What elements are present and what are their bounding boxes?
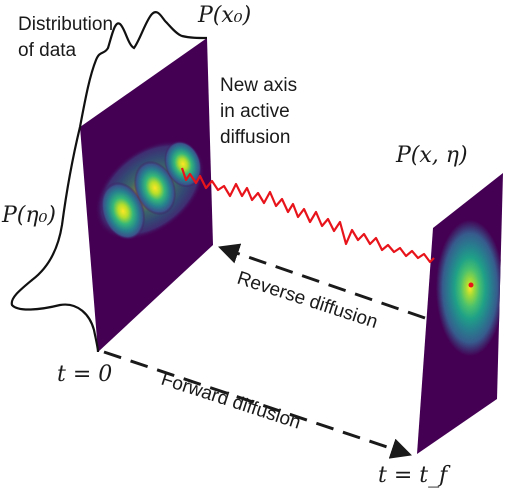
distribution-label-line1: Distribution [18,14,113,35]
new-axis-label-line2: in active [220,101,290,122]
forward-diffusion-arrow [103,350,412,459]
reverse-diffusion-arrow [218,243,426,320]
p-x0-label: P(x₀) [197,3,251,28]
diffusion-trajectory [180,167,435,264]
forward-diffusion-label: Forward diffusion [158,369,303,434]
data-distribution-curve [78,11,208,128]
p-eta0-label: P(η₀) [1,203,56,228]
t-zero-label: t = 0 [57,362,112,387]
t-final-label: t = t_f [378,463,451,488]
p-x-eta-label: P(x, η) [395,143,468,168]
eta-distribution-curve [10,126,100,353]
distribution-label-line2: of data [18,40,77,61]
trajectory-endpoint [468,282,474,288]
left-heatmap-panel [80,38,213,352]
new-axis-label-line1: New axis [220,75,297,96]
new-axis-label-line3: diffusion [220,127,290,148]
right-heatmap-panel [417,173,503,454]
